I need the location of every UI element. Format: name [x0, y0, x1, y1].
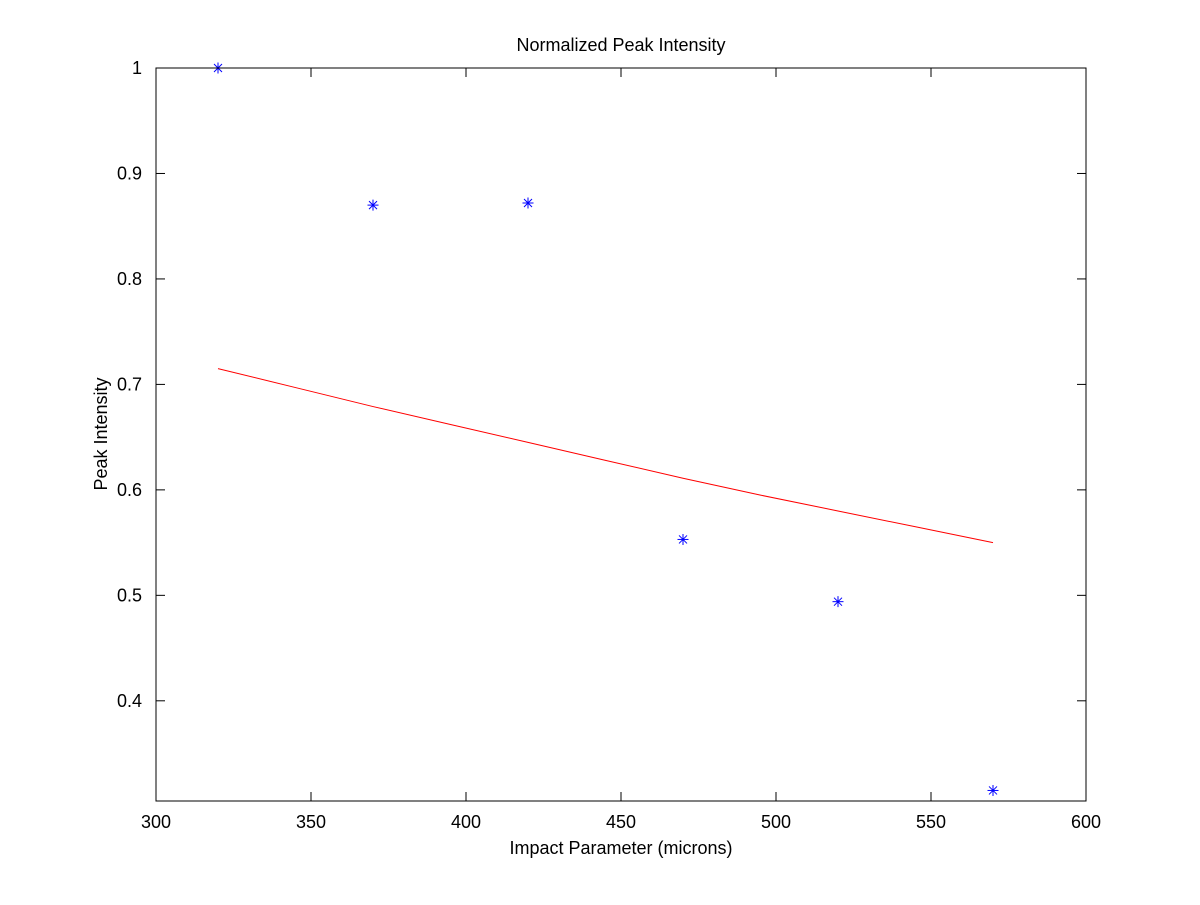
plot-area [156, 68, 1086, 801]
y-tick-label: 0.7 [117, 374, 142, 394]
y-tick-label: 0.6 [117, 480, 142, 500]
x-tick-label: 300 [141, 812, 171, 832]
y-tick-label: 0.8 [117, 269, 142, 289]
ticks: 300 350 400 450 500 550 600 0.4 0.5 0.6 0.7 0.8 0.9 1 [117, 58, 1101, 832]
data-point [832, 596, 844, 608]
x-tick-label: 500 [761, 812, 791, 832]
x-axis-label: Impact Parameter (microns) [509, 838, 732, 858]
y-tick-label: 1 [132, 58, 142, 78]
data-point [677, 533, 689, 545]
axes-box [155, 67, 1087, 802]
x-tick-label: 450 [606, 812, 636, 832]
x-tick-label: 400 [451, 812, 481, 832]
x-tick-label: 600 [1071, 812, 1101, 832]
series-layer [212, 62, 999, 796]
fit-line [217, 368, 994, 544]
y-tick-label: 0.9 [117, 163, 142, 183]
y-axis-label: Peak Intensity [91, 377, 111, 490]
y-tick-label: 0.4 [117, 691, 142, 711]
chart-title: Normalized Peak Intensity [516, 35, 725, 55]
x-tick-label: 350 [296, 812, 326, 832]
data-point [987, 784, 999, 796]
y-tick-label: 0.5 [117, 585, 142, 605]
data-point [522, 197, 534, 209]
data-point [367, 199, 379, 211]
x-tick-label: 550 [916, 812, 946, 832]
